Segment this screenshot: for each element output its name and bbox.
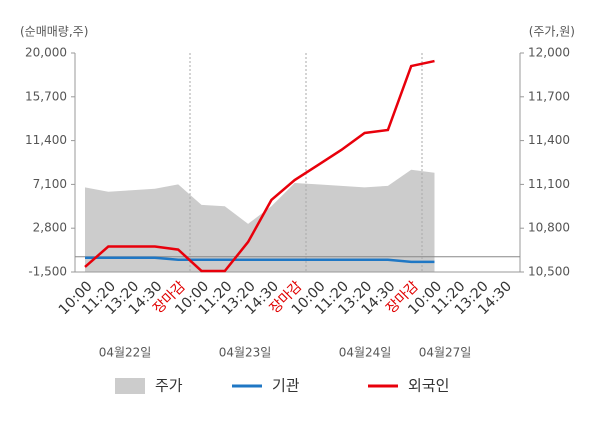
- y-tick-label: 15,700: [25, 89, 67, 103]
- legend-label: 외국인: [408, 377, 449, 395]
- date-label: 04월23일: [219, 346, 272, 360]
- y2-tick-label: 12,000: [528, 46, 570, 60]
- y2-tick-label: 11,700: [528, 89, 570, 103]
- legend-swatch: [115, 378, 145, 394]
- date-label: 04월24일: [339, 346, 392, 360]
- y2-axis-title: (주가,원): [529, 25, 575, 39]
- y-tick-label: 7,100: [33, 177, 67, 191]
- y2-tick-label: 10,500: [528, 265, 570, 279]
- date-label: 04월27일: [419, 346, 472, 360]
- y-axis-title: (순매매량,주): [20, 25, 88, 39]
- legend-label: 기관: [272, 377, 300, 395]
- y2-tick-label: 11,400: [528, 133, 570, 147]
- y-tick-label: 2,800: [33, 221, 67, 235]
- y2-tick-label: 10,800: [528, 221, 570, 235]
- legend-label: 주가: [155, 377, 183, 395]
- y-tick-label: -1,500: [28, 265, 67, 279]
- y-tick-label: 20,000: [25, 46, 67, 60]
- date-label: 04월22일: [99, 346, 152, 360]
- y2-tick-label: 11,100: [528, 177, 570, 191]
- series-line: [85, 256, 435, 264]
- y-tick-label: 11,400: [25, 133, 67, 147]
- series-line: [84, 59, 435, 273]
